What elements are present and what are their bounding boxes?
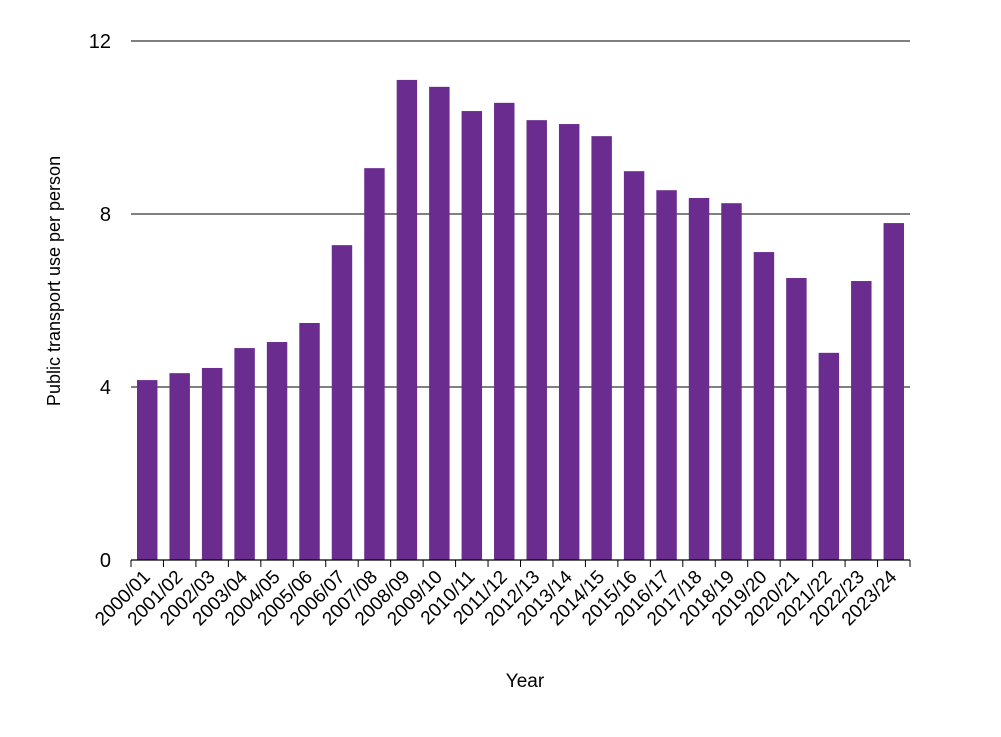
bar-2017-18 [688, 197, 710, 560]
bars [137, 79, 904, 561]
bar-2001-02 [169, 373, 190, 560]
bar-2019-20 [753, 252, 775, 560]
gridlines [131, 40, 910, 388]
bar-2012-13 [526, 120, 547, 561]
bar-2011-12 [494, 102, 515, 560]
bar-2003-04 [234, 348, 255, 560]
y-tick-label: 12 [89, 31, 111, 53]
bar-2022-23 [851, 281, 872, 560]
bar-2018-19 [721, 203, 742, 560]
bar-2013-14 [558, 124, 580, 560]
y-tick-label: 8 [100, 204, 111, 226]
bar-2021-22 [818, 352, 840, 560]
y-tick-label: 0 [100, 550, 111, 572]
bar-2016-17 [656, 190, 677, 560]
bar-2009-10 [429, 86, 450, 560]
bar-2008-09 [396, 79, 418, 561]
bar-2010-11 [461, 111, 483, 560]
bar-2002-03 [201, 367, 223, 560]
bar-2006-07 [331, 245, 353, 560]
bar-2000-01 [137, 380, 158, 560]
y-axis-tick-labels: 0 4 8 12 [89, 31, 111, 572]
x-axis-tick-labels: 2000/012001/022002/032003/042004/052005/… [91, 566, 901, 630]
bar-2023-24 [883, 223, 904, 560]
bar-2015-16 [623, 171, 645, 560]
bar-2005-06 [299, 322, 320, 560]
y-axis-title: Public transport use per person [44, 156, 64, 406]
bar-2020-21 [786, 278, 807, 560]
bar-2004-05 [266, 342, 288, 560]
x-axis [130, 559, 911, 567]
bar-2007-08 [364, 168, 385, 560]
bar-2014-15 [591, 136, 612, 560]
y-tick-label: 4 [100, 377, 111, 399]
x-axis-title: Year [506, 671, 545, 692]
